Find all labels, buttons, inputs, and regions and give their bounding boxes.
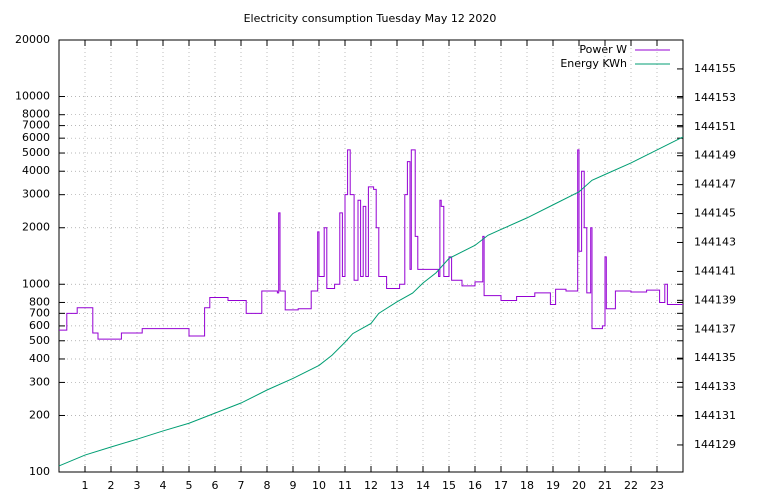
x-tick-label: 5 — [186, 479, 193, 492]
y-tick-label: 700 — [29, 306, 50, 319]
y2-tick-label: 144133 — [694, 380, 736, 393]
x-tick-label: 8 — [264, 479, 271, 492]
y2-tick-label: 144155 — [694, 62, 736, 75]
chart-title: Electricity consumption Tuesday May 12 2… — [244, 12, 497, 25]
y-tick-label: 4000 — [22, 164, 50, 177]
y-tick-label: 500 — [29, 334, 50, 347]
y-tick-label: 20000 — [15, 33, 50, 46]
y-tick-label: 7000 — [22, 119, 50, 132]
x-tick-label: 11 — [338, 479, 352, 492]
x-tick-label: 10 — [312, 479, 326, 492]
y-tick-label: 8000 — [22, 108, 50, 121]
x-tick-label: 3 — [134, 479, 141, 492]
y-tick-label: 1000 — [22, 277, 50, 290]
y2-tick-label: 144153 — [694, 91, 736, 104]
y-tick-label: 300 — [29, 375, 50, 388]
y-tick-label: 5000 — [22, 146, 50, 159]
x-tick-label: 12 — [364, 479, 378, 492]
x-tick-label: 2 — [108, 479, 115, 492]
x-tick-label: 9 — [290, 479, 297, 492]
y2-tick-label: 144129 — [694, 438, 736, 451]
y2-tick-label: 144139 — [694, 293, 736, 306]
plot-border — [58, 39, 684, 473]
y-tick-label: 2000 — [22, 221, 50, 234]
x-tick-label: 17 — [494, 479, 508, 492]
y2-tick-label: 144143 — [694, 235, 736, 248]
x-tick-label: 20 — [572, 479, 586, 492]
x-tick-label: 16 — [468, 479, 482, 492]
legend-label: Power W — [579, 43, 627, 56]
series-line — [58, 136, 684, 467]
y2-tick-label: 144131 — [694, 409, 736, 422]
x-tick-label: 21 — [598, 479, 612, 492]
y-tick-label: 10000 — [15, 90, 50, 103]
series-line — [59, 149, 683, 340]
x-tick-label: 1 — [82, 479, 89, 492]
x-tick-label: 19 — [546, 479, 560, 492]
y-tick-label: 600 — [29, 319, 50, 332]
x-tick-label: 13 — [390, 479, 404, 492]
x-tick-label: 15 — [442, 479, 456, 492]
x-tick-label: 14 — [416, 479, 430, 492]
y2-tick-label: 144149 — [694, 149, 736, 162]
y2-tick-label: 144151 — [694, 120, 736, 133]
y-tick-label: 800 — [29, 295, 50, 308]
y-tick-label: 400 — [29, 352, 50, 365]
y2-tick-label: 144141 — [694, 264, 736, 277]
x-tick-label: 6 — [212, 479, 219, 492]
y2-tick-label: 144135 — [694, 351, 736, 364]
legend-label: Energy KWh — [560, 57, 627, 70]
x-tick-label: 18 — [520, 479, 534, 492]
x-tick-label: 7 — [238, 479, 245, 492]
x-tick-label: 4 — [160, 479, 167, 492]
y-tick-label: 100 — [29, 465, 50, 478]
y-tick-label: 6000 — [22, 131, 50, 144]
y2-tick-label: 144147 — [694, 178, 736, 191]
y-tick-label: 200 — [29, 408, 50, 421]
y-tick-label: 3000 — [22, 188, 50, 201]
y2-tick-label: 144137 — [694, 322, 736, 335]
y2-tick-label: 144145 — [694, 207, 736, 220]
x-tick-label: 23 — [650, 479, 664, 492]
x-tick-label: 22 — [624, 479, 638, 492]
